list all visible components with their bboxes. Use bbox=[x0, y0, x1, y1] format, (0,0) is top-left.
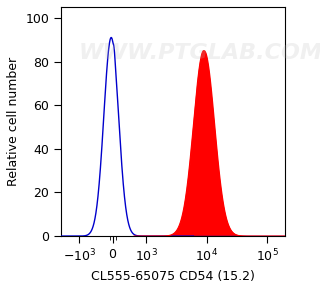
Y-axis label: Relative cell number: Relative cell number bbox=[7, 57, 20, 186]
X-axis label: CL555-65075 CD54 (15.2): CL555-65075 CD54 (15.2) bbox=[91, 270, 255, 283]
Text: WWW.PTGLAB.COM: WWW.PTGLAB.COM bbox=[78, 43, 320, 63]
